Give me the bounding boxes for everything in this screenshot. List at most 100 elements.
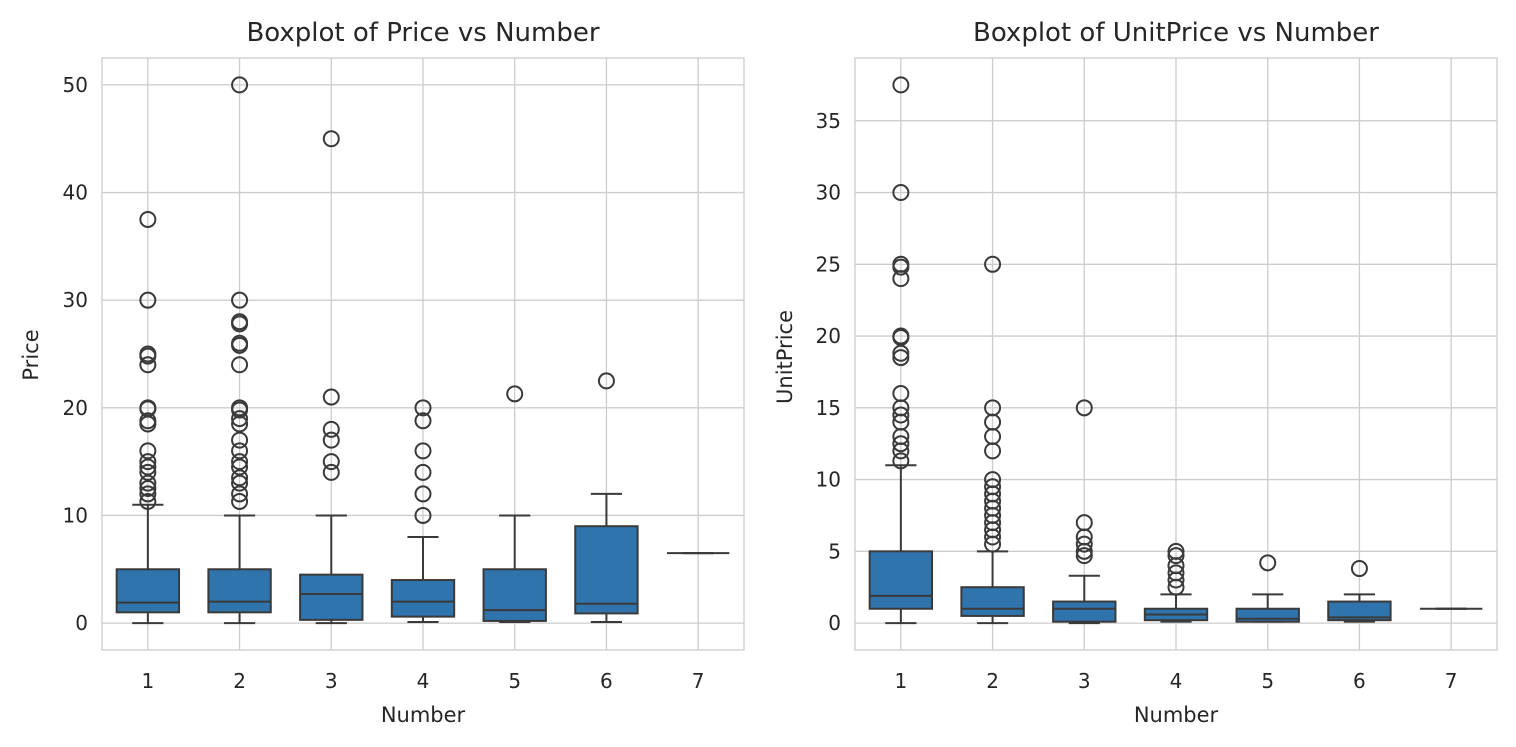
y-tick-label: 20	[63, 396, 88, 420]
outlier-point	[1259, 554, 1277, 572]
outlier-point	[984, 478, 1002, 496]
outlier-point	[892, 184, 910, 202]
outlier-point	[1167, 547, 1185, 565]
outlier-point	[892, 327, 910, 345]
y-tick-label: 0	[828, 611, 841, 635]
iqr-box	[1052, 600, 1117, 623]
outlier-point	[139, 291, 157, 309]
outlier-point	[892, 76, 910, 94]
outlier-point	[322, 388, 340, 406]
outlier-point	[139, 480, 157, 498]
x-axis-label: Number	[1134, 703, 1219, 727]
plot-frame	[101, 57, 745, 651]
y-tick-label: 10	[63, 503, 88, 527]
chart-title: Boxplot of Price vs Number	[246, 18, 599, 48]
y-axis-label: Price	[19, 329, 43, 380]
iqr-box	[299, 573, 364, 621]
iqr-box	[115, 568, 181, 614]
iqr-box	[390, 579, 456, 618]
box-plot-1	[115, 210, 181, 625]
outlier-point	[231, 485, 249, 503]
outlier-point	[231, 313, 249, 331]
outlier-point	[892, 452, 910, 470]
y-tick-label: 35	[816, 109, 841, 133]
box-plot-3	[299, 130, 364, 625]
x-tick-label: 4	[417, 669, 430, 693]
x-tick-label: 2	[986, 669, 999, 693]
outlier-point	[1075, 535, 1093, 553]
y-tick-label: 30	[63, 288, 88, 312]
outlier-point	[1167, 542, 1185, 560]
outlier-point	[231, 76, 249, 94]
outlier-point	[322, 431, 340, 449]
outlier-point	[139, 485, 157, 503]
outlier-point	[984, 471, 1002, 489]
outlier-point	[1350, 560, 1368, 578]
outlier-point	[231, 453, 249, 471]
x-tick-label: 7	[1445, 669, 1458, 693]
iqr-box	[960, 586, 1025, 617]
box-plot-4	[390, 399, 456, 624]
outlier-point	[231, 442, 249, 460]
outlier-point	[231, 334, 249, 352]
outlier-point	[892, 255, 910, 273]
x-axis-label: Number	[381, 703, 466, 727]
y-tick-label: 50	[63, 73, 88, 97]
outlier-point	[414, 399, 432, 417]
outlier-point	[139, 492, 157, 510]
outlier-point	[892, 406, 910, 424]
outlier-point	[322, 463, 340, 481]
unitprice-plot-area: 0 5 10 15 20 25 30 35 1 2 3 4 5 6 7	[816, 57, 1498, 693]
price-plot-area: 0 10 20 30 40 50 1 2 3 4 5 6 7	[63, 57, 745, 693]
outlier-point	[414, 412, 432, 430]
x-tick-label: 4	[1170, 669, 1183, 693]
x-tick-label: 7	[692, 669, 705, 693]
box-plot-5	[482, 385, 547, 624]
outlier-point	[1075, 514, 1093, 532]
x-tick-label: 6	[600, 669, 613, 693]
outlier-point	[139, 356, 157, 374]
outlier-point	[414, 463, 432, 481]
outlier-point	[506, 385, 524, 403]
outlier-point	[231, 415, 249, 433]
box-plot-5	[1235, 554, 1300, 623]
y-tick-label: 5	[828, 539, 841, 563]
outlier-point	[231, 458, 249, 476]
outlier-point	[322, 420, 340, 438]
iqr-box	[574, 525, 639, 615]
chart-title: Boxplot of UnitPrice vs Number	[973, 18, 1379, 48]
y-tick-label: 0	[75, 611, 88, 635]
y-tick-label: 10	[816, 468, 841, 492]
unitprice-boxplot-panel: Boxplot of UnitPrice vs Number Number Un…	[773, 18, 1498, 727]
iqr-box	[482, 568, 547, 622]
outlier-point	[414, 485, 432, 503]
y-tick-label: 15	[816, 396, 841, 420]
iqr-box	[1327, 600, 1392, 622]
outlier-point	[892, 435, 910, 453]
outlier-point	[322, 130, 340, 148]
x-tick-label: 1	[894, 669, 907, 693]
outlier-point	[984, 399, 1002, 417]
outlier-point	[322, 453, 340, 471]
outlier-point	[414, 442, 432, 460]
box-plot-6	[1327, 560, 1392, 623]
plot-frame	[854, 57, 1498, 651]
outlier-point	[231, 474, 249, 492]
outlier-point	[892, 384, 910, 402]
outlier-point	[139, 412, 157, 430]
x-tick-label: 5	[1261, 669, 1274, 693]
price-boxplot-panel: Boxplot of Price vs Number Number Price …	[19, 18, 745, 727]
outlier-point	[139, 442, 157, 460]
y-tick-label: 30	[816, 181, 841, 205]
iqr-box	[207, 568, 272, 614]
outlier-point	[414, 506, 432, 524]
box-plot-4	[1143, 542, 1209, 623]
outlier-point	[1167, 564, 1185, 582]
x-tick-label: 3	[325, 669, 338, 693]
outlier-point	[231, 356, 249, 374]
outlier-point	[231, 399, 249, 417]
outlier-point	[139, 453, 157, 471]
outlier-point	[984, 255, 1002, 273]
x-tick-label: 1	[141, 669, 154, 693]
